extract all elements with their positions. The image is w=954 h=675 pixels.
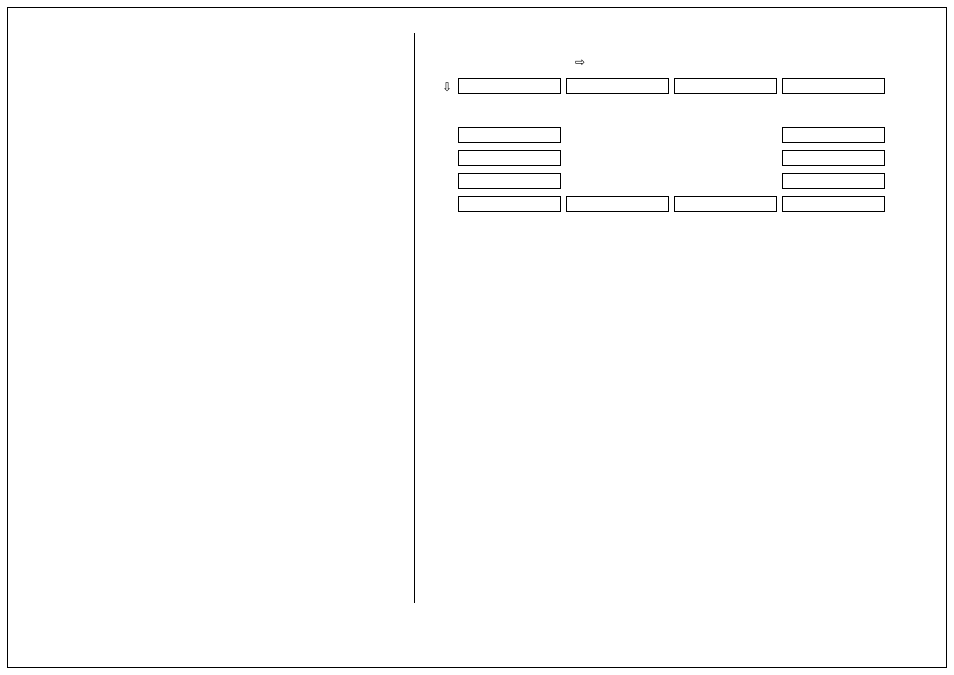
grid-cell xyxy=(782,196,885,212)
grid-cell xyxy=(782,150,885,166)
grid-cell xyxy=(566,78,669,94)
grid-cell xyxy=(458,78,561,94)
grid-cell xyxy=(782,78,885,94)
grid-cell xyxy=(458,150,561,166)
arrow-right-icon: ⇨ xyxy=(575,56,585,68)
grid-cell xyxy=(458,173,561,189)
grid-cell xyxy=(782,173,885,189)
arrow-down-icon: ⇩ xyxy=(442,81,452,93)
page-frame xyxy=(7,7,947,668)
grid-cell xyxy=(782,127,885,143)
grid-cell xyxy=(458,196,561,212)
grid-cell xyxy=(674,78,777,94)
vertical-divider xyxy=(414,33,415,603)
grid-cell xyxy=(566,196,669,212)
grid-cell xyxy=(674,196,777,212)
grid-cell xyxy=(458,127,561,143)
